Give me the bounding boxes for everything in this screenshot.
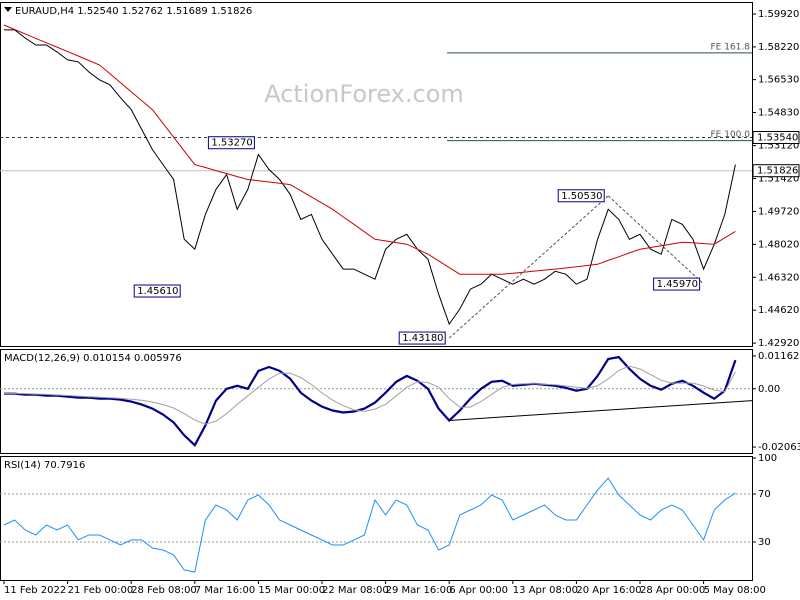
annotation-box <box>207 136 255 150</box>
fib-label: FE 161.8 <box>711 42 751 52</box>
projection-line <box>448 195 609 339</box>
y-tick-label: 100 <box>758 453 777 464</box>
y-tick-label: 1.56530 <box>758 75 799 86</box>
x-tick-label: 28 Feb 08:00 <box>131 585 197 596</box>
x-tick-label: 21 Feb 00:00 <box>68 585 134 596</box>
y-tick-label: 1.46320 <box>758 272 799 283</box>
annotation-box <box>557 189 605 203</box>
series-line <box>4 29 736 326</box>
annotation-label: 1.45610 <box>137 286 178 297</box>
x-tick-label: 7 Mar 16:00 <box>195 585 255 596</box>
x-tick-label: 29 Mar 16:00 <box>386 585 453 596</box>
alert-box <box>752 131 800 145</box>
annotation-box <box>653 277 701 291</box>
y-tick-label: 1.42920 <box>758 338 799 349</box>
trendline <box>449 400 753 421</box>
x-tick-label: 5 May 08:00 <box>704 585 766 596</box>
series-line <box>3 24 736 275</box>
annotation-box <box>398 331 446 345</box>
y-tick-label: 1.53120 <box>758 141 799 152</box>
x-tick-label: 20 Apr 16:00 <box>576 585 641 596</box>
annotation-label: 1.45970 <box>657 279 698 290</box>
panel-title: MACD(12,26,9) 0.010154 0.005976 <box>4 353 182 364</box>
panel <box>0 456 753 581</box>
alert-label: 1.53540 <box>757 133 798 144</box>
fib-label: FE 100.0 <box>711 130 751 140</box>
panel-title: RSI(14) 70.7916 <box>4 460 85 471</box>
annotation-label: 1.43180 <box>402 333 443 344</box>
series-line <box>3 477 736 573</box>
x-tick-label: 15 Mar 00:00 <box>258 585 325 596</box>
annotation-box <box>133 284 181 298</box>
x-tick-label: 13 Apr 08:00 <box>513 585 578 596</box>
y-tick-label: 1.54830 <box>758 108 799 119</box>
y-tick-label: 1.51420 <box>758 174 799 185</box>
x-tick-label: 28 Apr 00:00 <box>640 585 705 596</box>
menu-icon <box>4 7 12 12</box>
last-price-box <box>752 164 800 178</box>
x-tick-label: 22 Mar 08:00 <box>322 585 389 596</box>
y-tick-label: 1.48020 <box>758 239 799 250</box>
y-tick-label: -0.020633 <box>758 442 800 453</box>
annotation-label: 1.50530 <box>561 191 602 202</box>
panel-title: EURAUD,H4 1.52540 1.52762 1.51689 1.5182… <box>15 6 252 17</box>
series-line <box>4 365 736 425</box>
annotation-label: 1.53270 <box>211 138 252 149</box>
y-tick-label: 1.44620 <box>758 305 799 316</box>
y-tick-label: 0.00 <box>758 384 780 395</box>
y-tick-label: 1.49720 <box>758 206 799 217</box>
projection-line <box>607 195 704 285</box>
y-tick-label: 1.58220 <box>758 42 799 53</box>
y-tick-label: 70 <box>758 489 771 500</box>
y-tick-label: 0.01162 <box>758 351 799 362</box>
watermark: ActionForex.com <box>264 80 464 108</box>
x-tick-label: 11 Feb 2022 <box>4 585 66 596</box>
y-tick-label: 30 <box>758 537 771 548</box>
series-line <box>4 355 737 447</box>
last-price-label: 1.51826 <box>757 166 798 177</box>
y-tick-label: 1.59920 <box>758 9 799 20</box>
x-tick-label: 6 Apr 00:00 <box>449 585 508 596</box>
panel <box>0 2 753 347</box>
